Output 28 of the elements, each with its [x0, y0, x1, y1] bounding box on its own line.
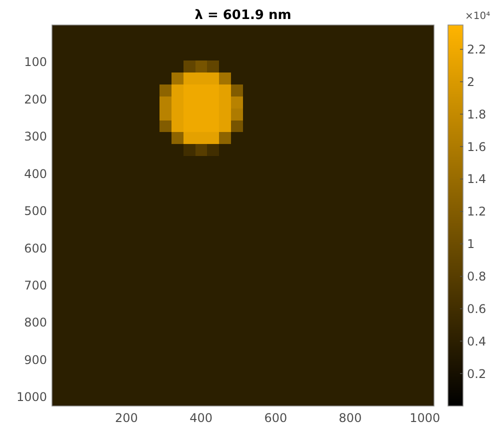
color-bar-label: 0.6 — [467, 302, 486, 316]
y-tick-label: 200 — [24, 92, 47, 106]
color-bar-label: 0.4 — [467, 334, 486, 348]
y-tick-label: 500 — [24, 204, 47, 218]
y-tick-label: 900 — [24, 352, 47, 367]
color-bar-label: 1.4 — [467, 172, 486, 186]
x-tick-label: 1000 — [410, 411, 440, 425]
color-bar-label: 1 — [467, 237, 475, 252]
y-tick-label: 600 — [24, 241, 47, 256]
x-tick-label: 400 — [190, 411, 212, 425]
color-bar-label: 1.2 — [467, 204, 486, 219]
y-tick-label: 700 — [24, 278, 47, 292]
y-tick-label: 1000 — [16, 390, 47, 404]
y-tick-label: 800 — [24, 316, 47, 330]
y-tick-label: 100 — [24, 55, 47, 70]
x-tick-label: 200 — [114, 411, 138, 425]
y-tick-label: 400 — [24, 166, 47, 181]
color-bar-title: ×10⁴ — [465, 11, 490, 22]
x-tick-label: 800 — [338, 411, 362, 425]
color-bar-label: 0.2 — [467, 366, 486, 381]
color-bar-label: 1.6 — [467, 140, 486, 154]
color-bar-label: 2.2 — [467, 42, 486, 57]
x-tick-label: 600 — [264, 411, 288, 425]
color-bar-label: 0.8 — [467, 270, 486, 284]
color-bar-label: 1.8 — [467, 107, 486, 122]
chart-title: λ = 601.9 nm — [194, 8, 292, 23]
color-bar-label: 2 — [467, 74, 475, 89]
y-tick-label: 300 — [24, 130, 47, 144]
